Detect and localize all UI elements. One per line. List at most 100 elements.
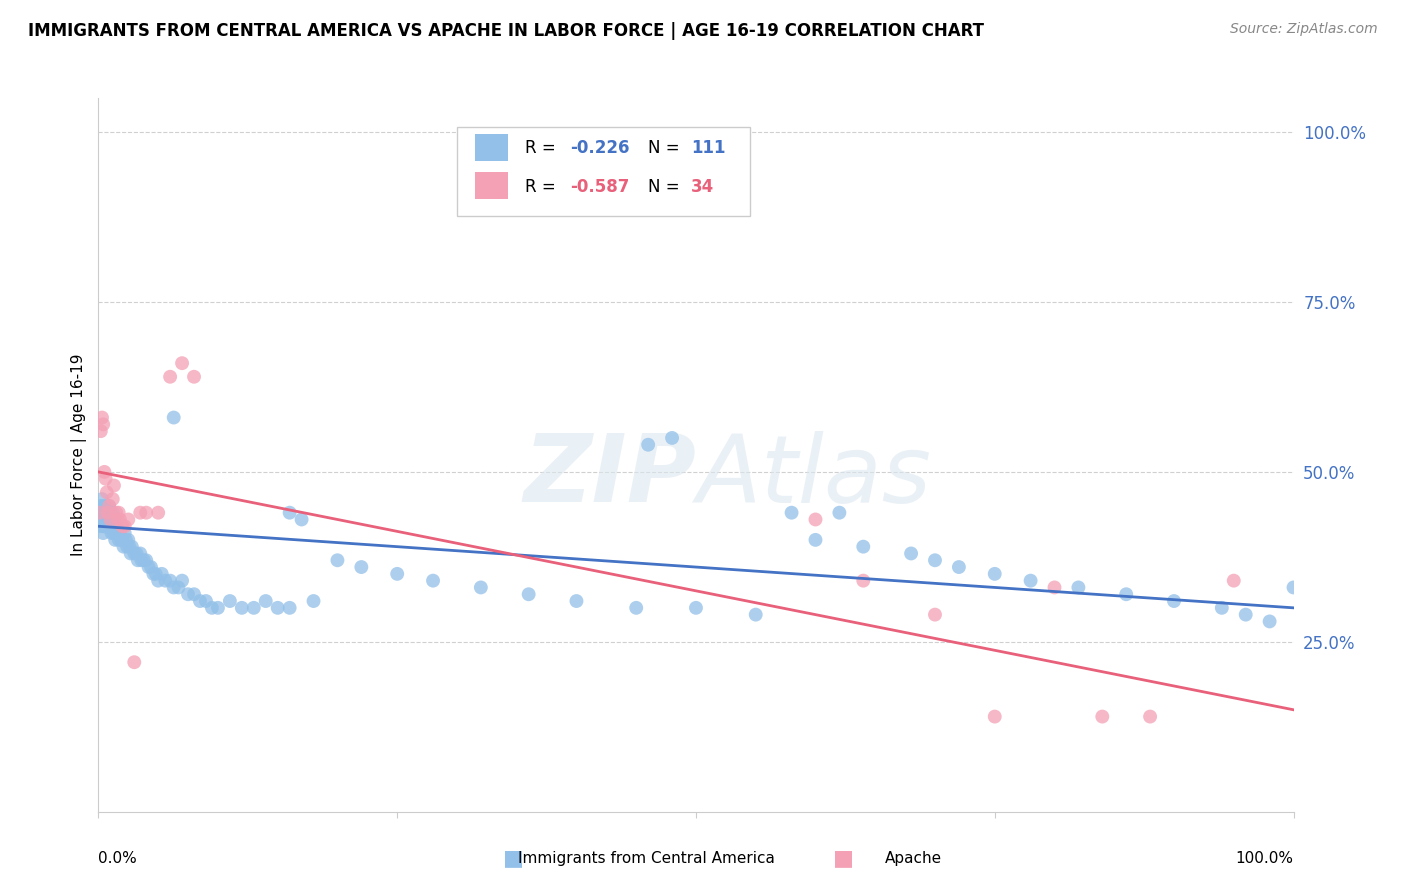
Point <box>637 438 659 452</box>
Point <box>105 506 128 520</box>
Text: 111: 111 <box>692 139 725 157</box>
Point <box>101 492 124 507</box>
Point <box>183 587 205 601</box>
Point <box>91 410 114 425</box>
Point <box>90 424 112 438</box>
Point <box>1163 594 1185 608</box>
Point <box>94 519 117 533</box>
Point <box>267 600 290 615</box>
Point <box>107 506 129 520</box>
Text: 100.0%: 100.0% <box>1236 851 1294 866</box>
Point <box>139 560 162 574</box>
Point <box>983 709 1005 723</box>
Point <box>685 600 707 615</box>
Point <box>108 512 131 526</box>
Point <box>93 519 115 533</box>
Point <box>852 574 875 588</box>
Point <box>254 594 277 608</box>
Point <box>148 574 170 588</box>
Point <box>1067 581 1090 595</box>
Point <box>278 600 301 615</box>
Point <box>97 519 120 533</box>
Point <box>350 560 373 574</box>
Point <box>114 526 136 541</box>
Point <box>148 506 170 520</box>
Point <box>100 512 122 526</box>
Point <box>326 553 349 567</box>
FancyBboxPatch shape <box>457 127 749 216</box>
Point <box>91 526 114 541</box>
Point <box>278 506 301 520</box>
Point <box>98 506 122 520</box>
Point <box>112 540 135 554</box>
Point <box>1139 709 1161 723</box>
Text: ■: ■ <box>503 848 523 868</box>
Point <box>127 553 149 567</box>
Point <box>111 519 134 533</box>
Point <box>470 581 492 595</box>
Point <box>89 512 111 526</box>
Point <box>103 526 125 541</box>
Point <box>1258 615 1281 629</box>
Point <box>135 553 157 567</box>
Point <box>101 506 124 520</box>
Point <box>177 587 200 601</box>
Text: -0.587: -0.587 <box>571 178 630 195</box>
Text: N =: N = <box>648 178 685 195</box>
Point <box>108 526 131 541</box>
Point <box>104 519 127 533</box>
Point <box>115 540 138 554</box>
Y-axis label: In Labor Force | Age 16-19: In Labor Force | Age 16-19 <box>72 353 87 557</box>
Point <box>115 533 138 547</box>
Point <box>219 594 242 608</box>
Point <box>1222 574 1246 588</box>
Point <box>1091 709 1114 723</box>
Point <box>924 553 946 567</box>
Point <box>828 506 851 520</box>
Point <box>120 546 142 560</box>
Text: IMMIGRANTS FROM CENTRAL AMERICA VS APACHE IN LABOR FORCE | AGE 16-19 CORRELATION: IMMIGRANTS FROM CENTRAL AMERICA VS APACH… <box>28 22 984 40</box>
Point <box>1115 587 1137 601</box>
Point <box>163 410 186 425</box>
Point <box>94 506 117 520</box>
Point <box>422 574 444 588</box>
Point <box>132 553 155 567</box>
Text: Immigrants from Central America: Immigrants from Central America <box>519 851 775 865</box>
Point <box>183 369 205 384</box>
Point <box>103 478 125 492</box>
Point <box>96 485 118 500</box>
Point <box>98 499 121 513</box>
Point <box>517 587 540 601</box>
Point <box>117 512 139 526</box>
Point <box>105 526 128 541</box>
Point <box>159 574 181 588</box>
Point <box>96 506 118 520</box>
Point <box>118 540 141 554</box>
Point <box>1211 600 1233 615</box>
Point <box>97 506 120 520</box>
Point <box>804 533 827 547</box>
Point <box>89 506 111 520</box>
Point <box>135 506 157 520</box>
Point <box>100 526 122 541</box>
Point <box>93 499 115 513</box>
Point <box>91 512 114 526</box>
Point <box>98 519 122 533</box>
Point <box>188 594 211 608</box>
Point <box>90 499 112 513</box>
Bar <box>475 134 509 161</box>
Point <box>90 519 112 533</box>
Point <box>129 546 152 560</box>
Text: Atlas: Atlas <box>696 431 931 522</box>
Point <box>121 540 143 554</box>
Point <box>207 600 229 615</box>
Point <box>155 574 177 588</box>
Point <box>1019 574 1042 588</box>
Point <box>124 546 146 560</box>
Point <box>565 594 588 608</box>
Point <box>117 533 139 547</box>
Point <box>98 512 121 526</box>
Point <box>172 356 194 370</box>
Point <box>97 512 120 526</box>
Point <box>125 546 148 560</box>
